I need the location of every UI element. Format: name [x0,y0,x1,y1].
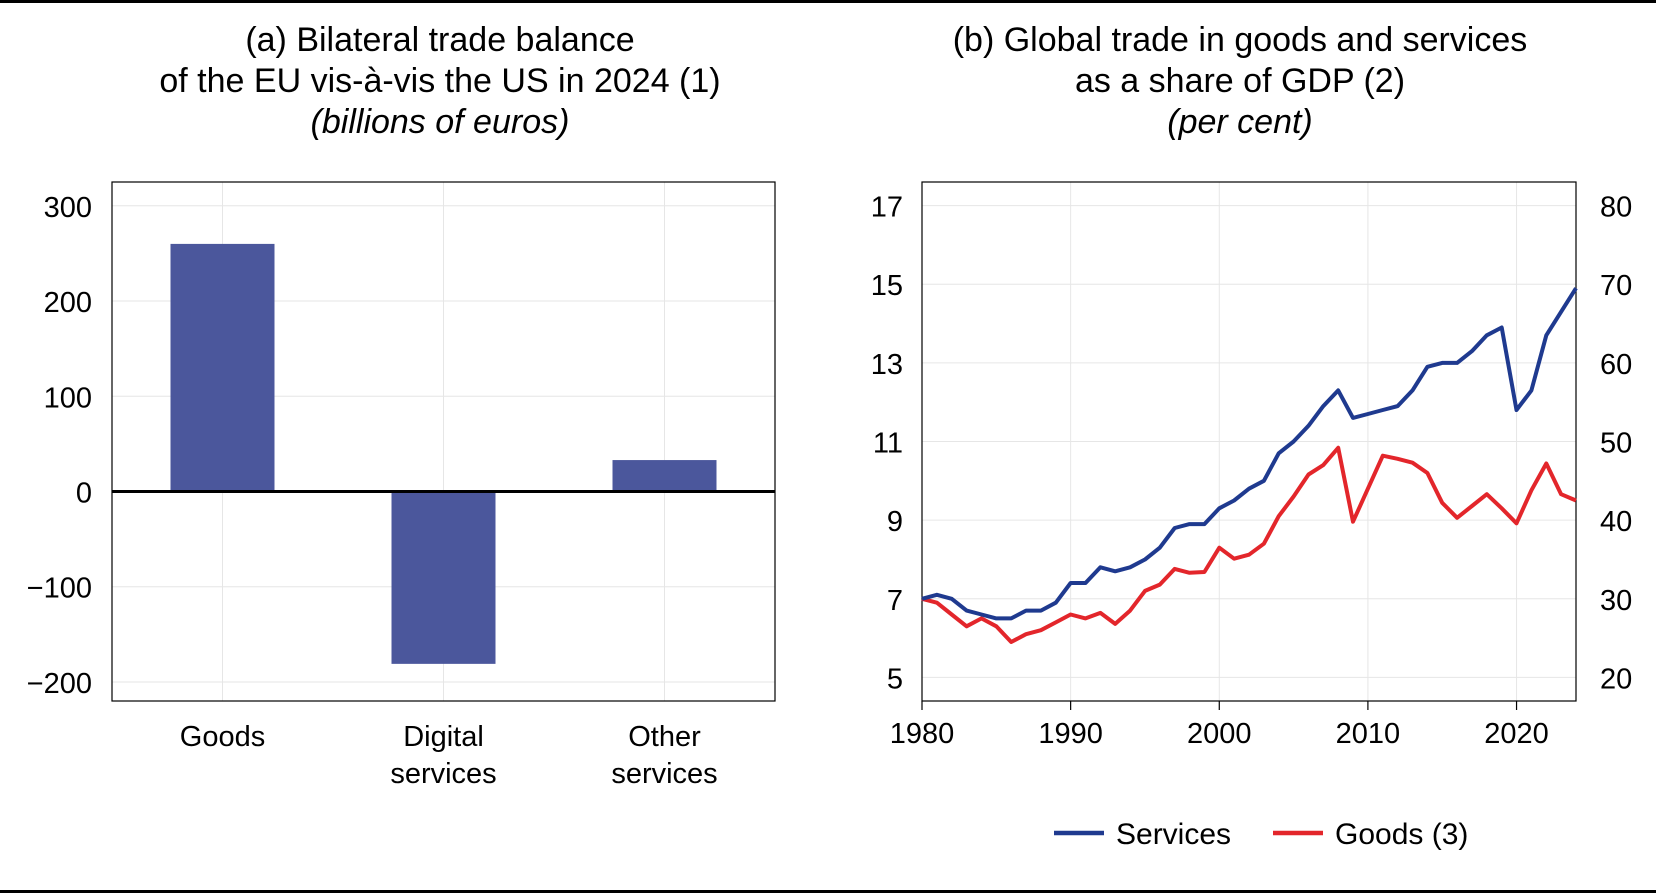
top-rule [0,0,1656,3]
y-right-tick-label: 30 [1600,585,1632,617]
x-tick-label: 1980 [890,718,955,750]
x-tick-label: 1990 [1038,718,1103,750]
y-right-tick-label: 70 [1600,270,1632,302]
y-tick-label: 200 [44,287,92,319]
y-tick-label: 300 [44,192,92,224]
panel-a-title: (a) Bilateral trade balance of the EU vi… [60,20,820,143]
series-line-goods [921,445,1577,644]
line-chart-panel: 1980 1990 2000 2010 2020 5 7 9 11 13 15 17 20 30 40 50 6… [871,181,1632,851]
y-tick-label: 0 [76,477,92,509]
y-right-tick-label: 60 [1600,349,1632,381]
y-tick-label: −100 [27,573,92,605]
series-line-services [921,287,1578,621]
panel-b-title-line2: as a share of GDP (2) [1074,62,1406,100]
y-right-tick-label: 80 [1600,192,1632,224]
y-left-tick-label: 9 [887,506,903,538]
x-tick-label: 2010 [1336,718,1401,750]
plot-frame [921,181,1577,702]
bar [612,460,717,492]
panel-b-unit: (per cent) [1167,103,1313,141]
bottom-rule [0,890,1656,893]
y-left-tick-label: 17 [871,192,903,224]
y-left-tick-label: 13 [871,349,903,381]
legend-label: Services [1116,818,1231,851]
y-right-tick-label: 40 [1600,506,1632,538]
bar-chart-panel: 300 200 100 0 −100 −200 Goods Digital services Ot… [27,181,776,790]
panel-b-title: (b) Global trade in goods and services a… [860,20,1620,143]
x-tick-label: Other services [611,721,717,790]
bar [170,243,275,492]
y-right-tick-label: 20 [1600,663,1632,695]
y-right-tick-label: 50 [1600,428,1632,460]
y-left-tick-label: 5 [887,663,903,695]
plot-frame [111,181,776,702]
x-tick-label: 2000 [1187,718,1252,750]
panel-a-unit: (billions of euros) [310,103,570,141]
panel-b-title-line1: (b) Global trade in goods and services [952,21,1528,59]
legend-label: Goods (3) [1335,818,1468,851]
x-tick-label: Digital services [390,721,496,790]
y-left-tick-label: 15 [871,270,903,302]
y-left-tick-label: 7 [887,585,903,617]
y-tick-label: 100 [44,382,92,414]
panel-a-title-line1: (a) Bilateral trade balance [245,21,635,59]
x-tick-label: Goods [180,721,265,753]
bar [391,491,496,664]
y-tick-label: −200 [27,668,92,700]
y-left-tick-label: 11 [873,428,903,460]
x-tick-label: 2020 [1484,718,1549,750]
panel-a-title-line2: of the EU vis-à-vis the US in 2024 (1) [159,62,721,100]
